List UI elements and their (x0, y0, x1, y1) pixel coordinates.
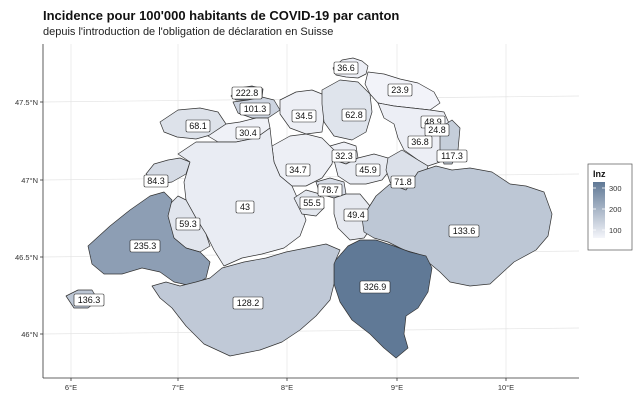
canton-label: 49.4 (343, 208, 369, 222)
canton-value: 133.6 (453, 226, 476, 236)
canton-value: 23.9 (391, 85, 409, 95)
canton-value: 32.3 (335, 151, 353, 161)
legend: Inz 300 200 100 (587, 163, 633, 251)
canton-label: 101.3 (239, 102, 271, 116)
canton-label: 24.8 (424, 123, 450, 137)
canton-label: 43 (235, 200, 255, 214)
canton-label: 136.3 (73, 293, 105, 307)
y-tick-label: 46°N (21, 330, 38, 339)
canton-label: 117.3 (436, 149, 468, 163)
legend-colorbar (593, 182, 605, 238)
canton-vaud-shape (87, 191, 211, 287)
canton-label: 222.8 (231, 86, 263, 100)
x-tick-marks (70, 378, 507, 381)
canton-value: 101.3 (244, 104, 267, 114)
canton-label: 133.6 (448, 224, 480, 238)
canton-value: 222.8 (236, 88, 259, 98)
y-tick-labels: 47.5°N 47°N 46.5°N 46°N (15, 98, 38, 339)
canton-shapes (65, 57, 553, 359)
canton-label: 68.1 (185, 119, 211, 133)
canton-value: 326.9 (364, 282, 387, 292)
canton-label: 36.8 (407, 135, 433, 149)
canton-value: 49.4 (347, 210, 365, 220)
canton-value: 43 (240, 202, 250, 212)
canton-value: 34.7 (289, 165, 307, 175)
canton-label: 62.8 (341, 108, 367, 122)
canton-label: 34.5 (291, 109, 317, 123)
canton-value: 117.3 (441, 151, 463, 161)
legend-title: Inz (593, 169, 606, 179)
canton-label: 30.4 (235, 126, 261, 140)
canton-value: 59.3 (179, 219, 197, 229)
canton-label: 36.6 (333, 61, 359, 75)
canton-label: 84.3 (143, 174, 169, 188)
canton-label: 32.3 (331, 149, 357, 163)
legend-tick-label: 200 (609, 205, 622, 214)
canton-label: 23.9 (387, 83, 413, 97)
canton-value: 128.2 (237, 298, 260, 308)
x-tick-label: 6°E (65, 383, 77, 392)
canton-value: 30.4 (239, 128, 257, 138)
canton-value: 235.3 (134, 241, 157, 251)
canton-value: 34.5 (295, 111, 313, 121)
canton-value: 84.3 (147, 176, 165, 186)
x-tick-labels: 6°E 7°E 8°E 9°E 10°E (65, 383, 514, 392)
canton-value: 36.6 (337, 63, 355, 73)
canton-label: 235.3 (129, 239, 161, 253)
canton-label: 78.7 (317, 183, 343, 197)
canton-value: 45.9 (359, 165, 377, 175)
canton-value: 136.3 (78, 295, 101, 305)
legend-tick-label: 100 (609, 226, 622, 235)
map-title: Incidence pour 100'000 habitants de COVI… (43, 8, 400, 23)
y-tick-label: 46.5°N (15, 253, 38, 262)
canton-ticino-shape (333, 239, 433, 359)
canton-value: 62.8 (345, 110, 363, 120)
legend-tick-label: 300 (609, 184, 622, 193)
canton-label: 128.2 (232, 296, 264, 310)
canton-value: 24.8 (428, 125, 446, 135)
y-tick-label: 47°N (21, 176, 38, 185)
canton-label: 326.9 (359, 280, 391, 294)
x-tick-label: 7°E (172, 383, 184, 392)
canton-value: 78.7 (321, 185, 339, 195)
y-tick-label: 47.5°N (15, 98, 38, 107)
canton-labels: 36.6 222.8 23.9 101.3 68.1 34.5 62.8 30.… (73, 61, 480, 310)
canton-value: 55.5 (303, 198, 321, 208)
y-tick-marks (40, 101, 43, 335)
canton-label: 45.9 (355, 163, 381, 177)
x-tick-label: 8°E (281, 383, 293, 392)
canton-value: 68.1 (189, 121, 207, 131)
canton-value: 71.8 (394, 177, 412, 187)
x-tick-label: 10°E (498, 383, 514, 392)
canton-value: 48.9 (424, 117, 442, 127)
x-tick-label: 9°E (391, 383, 403, 392)
canton-label: 71.8 (390, 175, 416, 189)
canton-label: 55.5 (299, 196, 325, 210)
canton-value: 36.8 (411, 137, 429, 147)
map-subtitle: depuis l'introduction de l'obligation de… (43, 26, 334, 38)
canton-label: 59.3 (175, 217, 201, 231)
canton-label: 34.7 (285, 163, 311, 177)
